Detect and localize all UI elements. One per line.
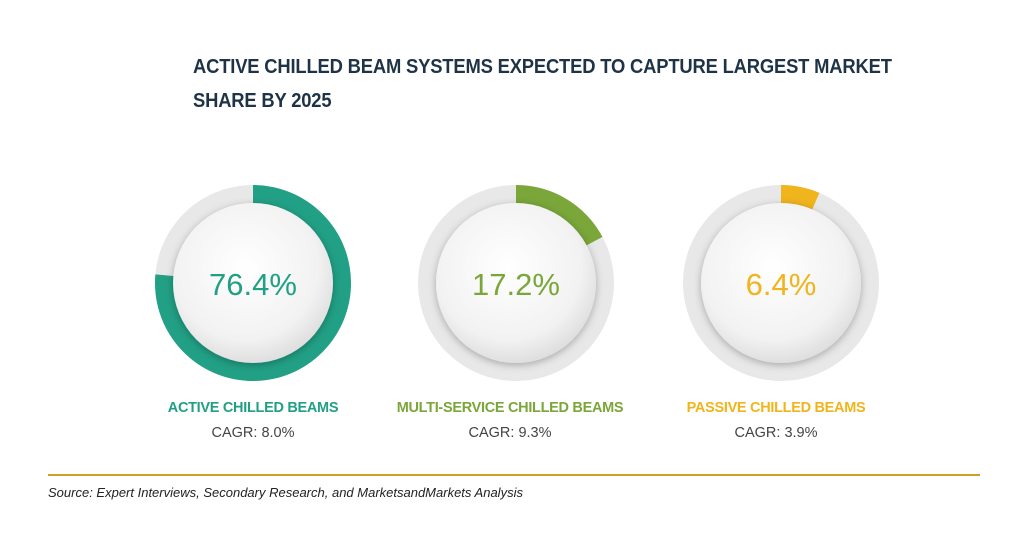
cagr-label-multi-service: CAGR: 9.3% — [468, 425, 552, 441]
category-label-active: ACTIVE CHILLED BEAMS — [167, 400, 339, 416]
value-label-multi-service: 17.2% — [472, 267, 560, 302]
chart-title-line-1: ACTIVE CHILLED BEAM SYSTEMS EXPECTED TO … — [193, 56, 892, 78]
source-note: Source: Expert Interviews, Secondary Res… — [48, 485, 523, 500]
donut-center-multi-service — [436, 203, 596, 363]
footer-divider — [48, 474, 980, 476]
category-label-passive: PASSIVE CHILLED BEAMS — [686, 400, 866, 416]
category-label-multi-service: MULTI-SERVICE CHILLED BEAMS — [396, 400, 624, 416]
chart-title-line-2: SHARE BY 2025 — [193, 90, 332, 112]
value-label-passive: 6.4% — [746, 267, 817, 302]
cagr-label-passive: CAGR: 3.9% — [734, 425, 818, 441]
cagr-label-active: CAGR: 8.0% — [211, 425, 295, 441]
donut-center-passive — [701, 203, 861, 363]
donut-center-active — [173, 203, 333, 363]
value-label-active: 76.4% — [209, 267, 297, 302]
chart-title: ACTIVE CHILLED BEAM SYSTEMS EXPECTED TO … — [193, 50, 892, 118]
